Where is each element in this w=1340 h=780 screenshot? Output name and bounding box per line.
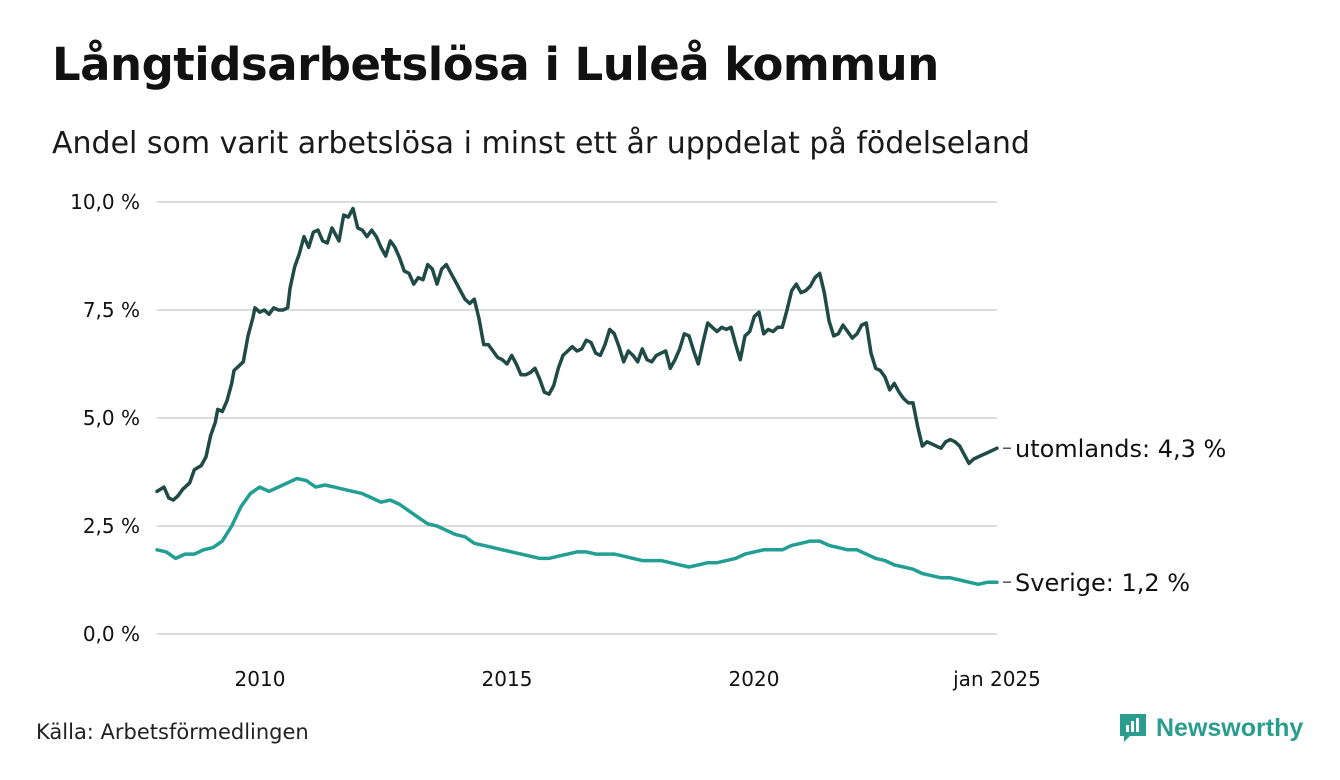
x-tick-label: 2015 bbox=[482, 667, 533, 691]
y-tick-label: 2,5 % bbox=[83, 514, 140, 538]
end-label-sverige: Sverige: 1,2 % bbox=[1015, 569, 1190, 597]
y-tick-label: 7,5 % bbox=[83, 298, 140, 322]
x-tick-label: 2020 bbox=[729, 667, 780, 691]
source-note: Källa: Arbetsförmedlingen bbox=[36, 720, 309, 744]
series-lines bbox=[155, 206, 999, 587]
x-tick-label: 2010 bbox=[235, 667, 286, 691]
x-tick-label: jan 2025 bbox=[952, 667, 1041, 691]
chart-title: Långtidsarbetslösa i Luleå kommun bbox=[52, 38, 939, 91]
newsworthy-logo-icon bbox=[1120, 714, 1146, 742]
y-axis-ticks: 0,0 % 2,5 % 5,0 % 7,5 % 10,0 % bbox=[70, 190, 140, 646]
line-chart: 0,0 % 2,5 % 5,0 % 7,5 % 10,0 % 2010 2015 2020 j… bbox=[70, 190, 1226, 691]
brand[interactable]: Newsworthy bbox=[1118, 712, 1303, 744]
y-tick-label: 10,0 % bbox=[70, 190, 140, 214]
gridlines bbox=[157, 201, 997, 635]
y-tick-label: 5,0 % bbox=[83, 406, 140, 430]
x-axis-ticks: 2010 2015 2020 jan 2025 bbox=[235, 667, 1041, 691]
end-labels: utomlands: 4,3 % Sverige: 1,2 % bbox=[1003, 435, 1226, 597]
end-label-utomlands: utomlands: 4,3 % bbox=[1015, 435, 1226, 463]
brand-name: Newsworthy bbox=[1156, 713, 1304, 742]
chart-subtitle: Andel som varit arbetslösa i minst ett å… bbox=[52, 126, 1030, 161]
y-tick-label: 0,0 % bbox=[83, 622, 140, 646]
series-line-sverige bbox=[155, 476, 999, 587]
series-line-utomlands bbox=[155, 206, 999, 502]
